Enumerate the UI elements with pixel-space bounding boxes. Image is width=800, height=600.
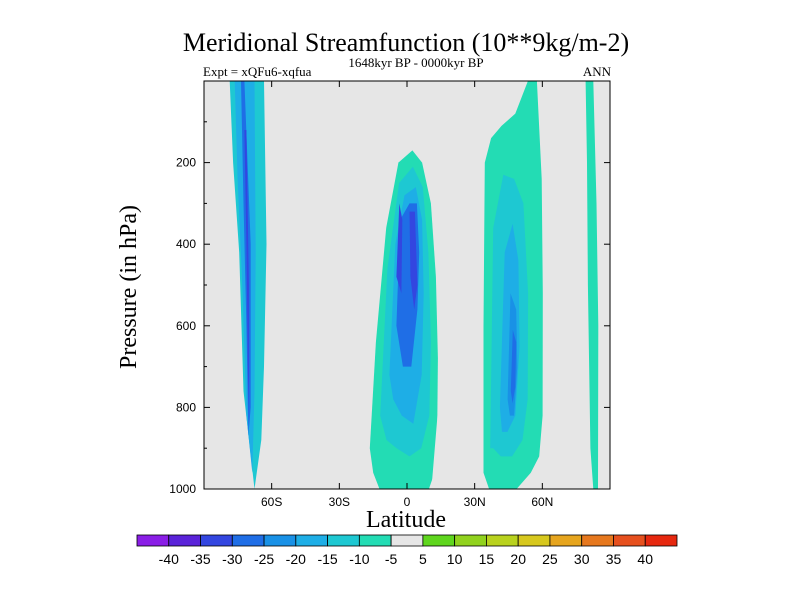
colorbar-swatch [358, 534, 392, 547]
colorbar-swatch [549, 534, 583, 547]
south-subpolar-positive-level-5-0 [278, 81, 337, 489]
colorbar-label: -15 [317, 551, 337, 567]
colorbar-swatch [200, 534, 233, 547]
plot-area [203, 80, 611, 490]
colorbar-label: -30 [222, 551, 242, 567]
colorbar-swatch [136, 534, 170, 547]
colorbar-label: 30 [574, 551, 590, 567]
y-tick-label: 1000 [169, 482, 196, 496]
colorbar-swatch [422, 534, 456, 547]
north-ferrel-cell-level--25-4 [510, 329, 517, 404]
experiment-label: Expt = xQFu6-xqfua [203, 64, 312, 79]
colorbar-swatch [295, 534, 328, 547]
colorbar-swatch [644, 534, 678, 547]
x-axis-label: Latitude [366, 507, 446, 533]
y-tick-label: 200 [176, 156, 196, 170]
chart-title: Meridional Streamfunction (10**9kg/m-2) [183, 28, 629, 57]
south-polar-cell-level--30-3 [244, 130, 249, 416]
y-tick-label: 600 [176, 319, 196, 333]
colorbar-swatch [390, 534, 424, 547]
y-tick-label: 400 [176, 237, 196, 251]
colorbar-swatch [517, 534, 551, 547]
colorbar-label: 20 [510, 551, 526, 567]
colorbar-label: -40 [159, 551, 179, 567]
colorbar-swatch [613, 534, 646, 547]
x-tick-label: 60S [261, 495, 282, 509]
colorbar-label: -10 [349, 551, 369, 567]
colorbar: -40 -35 -30 -25 -20 -15 -10 -5 5 10 15 20 25 30 35 40 [136, 534, 678, 567]
colorbar-swatch [486, 534, 519, 547]
colorbar-swatch [327, 534, 360, 547]
x-tick-label: 0 [404, 495, 411, 509]
colorbar-label: 10 [447, 551, 463, 567]
north-hadley-positive-level-5-0 [431, 81, 473, 489]
x-tick-label: 60N [531, 495, 553, 509]
colorbar-swatch [263, 534, 297, 547]
colorbar-swatch [581, 534, 614, 547]
colorbar-label: -20 [286, 551, 306, 567]
time-range-label: 1648kyr BP - 0000kyr BP [348, 55, 483, 70]
x-tick-label: 30N [464, 495, 486, 509]
colorbar-label: 15 [479, 551, 495, 567]
colorbar-label: 40 [637, 551, 653, 567]
north-polar-positive-level-5-0 [605, 81, 610, 489]
y-axis-label: Pressure (in hPa) [116, 205, 142, 369]
colorbar-swatch [454, 534, 487, 547]
y-axis: 200 400 600 800 1000 [169, 121, 610, 496]
south-hadley-cell-level--30-5 [409, 211, 418, 310]
colorbar-label: -35 [190, 551, 210, 567]
south-hadley-cell-level--30-4 [396, 203, 403, 294]
colorbar-label: 5 [419, 551, 427, 567]
colorbar-label: 25 [542, 551, 558, 567]
colorbar-label: -5 [385, 551, 398, 567]
y-tick-label: 800 [176, 400, 196, 414]
season-label: ANN [583, 64, 612, 79]
north-high-lat-positive-level-5-0 [561, 81, 580, 489]
colorbar-label: -25 [254, 551, 274, 567]
contour-fills [229, 81, 610, 489]
x-axis: 60S 30S 0 30N 60N [261, 81, 553, 509]
north-polar-cell-level--5-0 [585, 81, 599, 489]
x-tick-label: 30S [329, 495, 350, 509]
colorbar-swatch [231, 534, 265, 547]
colorbar-swatch [168, 534, 201, 547]
colorbar-label: 35 [606, 551, 622, 567]
